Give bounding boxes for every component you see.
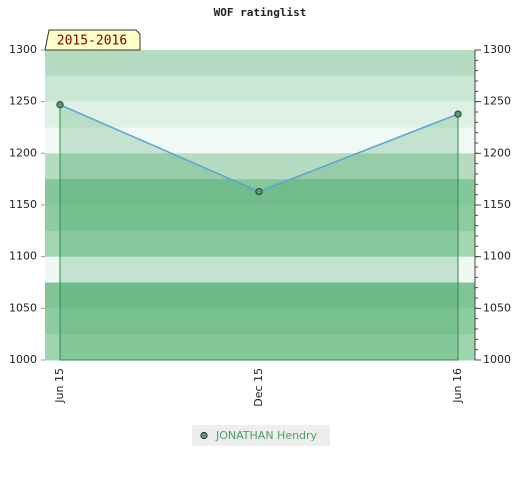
y-tick-label: 1000 (9, 353, 37, 366)
band (45, 153, 475, 180)
band (45, 101, 475, 128)
band (45, 50, 475, 77)
y-tick-label: 1050 (9, 301, 37, 314)
legend (192, 425, 330, 446)
badge: 2015-2016 (57, 34, 127, 49)
band (45, 230, 475, 258)
point (454, 110, 462, 118)
x-tick-label: Dec 15 (252, 368, 265, 407)
y2-tick-label: 1150 (483, 198, 511, 211)
y2-tick-label: 1200 (483, 146, 511, 159)
point (255, 187, 263, 196)
point (56, 101, 64, 109)
band (45, 75, 475, 103)
y2-tick-label: 1300 (483, 43, 511, 56)
band (45, 308, 475, 335)
y-tick-label: 1100 (9, 250, 37, 263)
badge-box (44, 29, 141, 51)
y2-tick-label: 1250 (483, 95, 511, 108)
chart-title: WOF ratinglist (214, 6, 307, 19)
y2-tick-label: 1050 (483, 301, 511, 314)
band (45, 256, 475, 283)
band (45, 334, 475, 361)
y2-tick-label: 1000 (483, 353, 511, 366)
band (45, 205, 475, 232)
band (45, 127, 475, 154)
y-tick-label: 1300 (9, 43, 37, 56)
y-tick-label: 1200 (9, 146, 37, 159)
y-tick-label: 1150 (9, 198, 37, 211)
x-tick-label: Jun 15 (53, 368, 66, 404)
band (45, 282, 475, 309)
plot-background (45, 50, 475, 361)
legend-label: JONATHAN Hendry (215, 429, 318, 442)
x-tick-label: Jun 16 (451, 368, 464, 404)
legend-marker (200, 431, 208, 440)
y2-tick-label: 1100 (483, 250, 511, 263)
y-tick-label: 1250 (9, 95, 37, 108)
plot (56, 101, 462, 361)
